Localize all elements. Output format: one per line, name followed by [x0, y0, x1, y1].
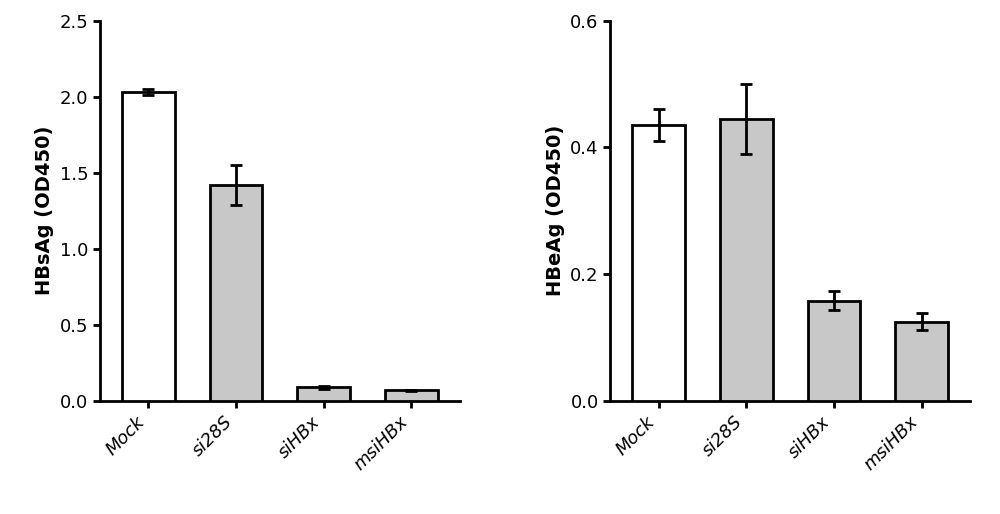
Y-axis label: HBsAg (OD450): HBsAg (OD450) — [35, 126, 54, 296]
Bar — [720, 119, 773, 401]
Bar — [808, 301, 860, 401]
Bar — [210, 185, 262, 401]
Bar — [122, 92, 175, 401]
Y-axis label: HBeAg (OD450): HBeAg (OD450) — [546, 125, 565, 297]
Bar — [632, 125, 685, 401]
Bar — [297, 387, 350, 401]
Bar — [385, 390, 438, 401]
Bar — [895, 322, 948, 401]
